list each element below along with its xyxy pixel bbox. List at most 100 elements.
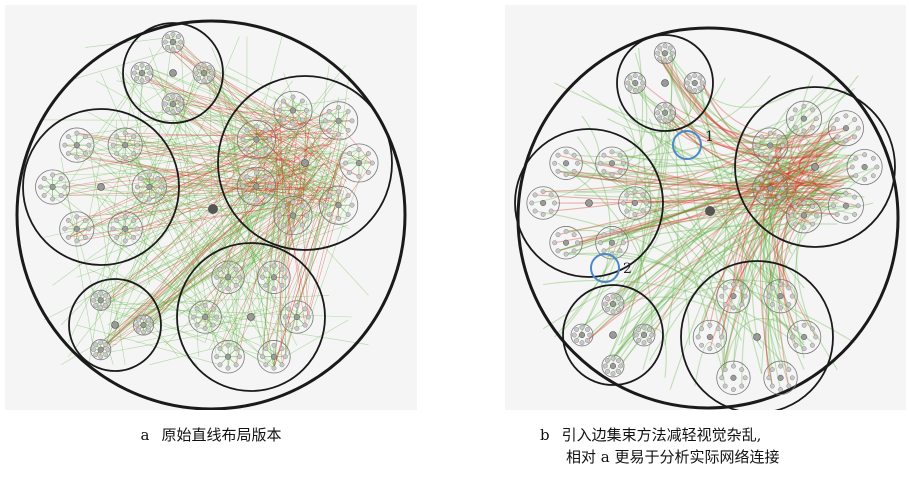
- leaf-node: [697, 75, 703, 81]
- sub-cluster-circle: [211, 260, 245, 294]
- hub-node: [609, 362, 617, 370]
- leaf-node: [615, 358, 621, 364]
- leaf-node: [114, 151, 120, 157]
- leaf-node: [356, 147, 362, 153]
- hub-node: [632, 79, 639, 87]
- leaf-node: [65, 234, 71, 240]
- leaf-node: [244, 193, 250, 199]
- leaf-node: [739, 367, 745, 372]
- leaf-node: [615, 306, 621, 312]
- leaf-node: [162, 39, 168, 45]
- leaf-node: [615, 296, 621, 302]
- leaf-node: [62, 142, 68, 148]
- leaf-node: [286, 322, 292, 328]
- leaf-node: [641, 340, 647, 346]
- marker-circle-2: [590, 253, 620, 283]
- leaf-node: [136, 317, 141, 323]
- leaf-node: [165, 34, 171, 40]
- leaf-node: [271, 286, 277, 292]
- sub-cluster-circle: [763, 279, 798, 314]
- leaf-node: [575, 240, 580, 246]
- leaf-node: [305, 314, 311, 320]
- hub-node: [730, 374, 737, 381]
- leaf-node: [730, 282, 736, 287]
- leaf-node: [801, 225, 807, 231]
- leaf-node: [649, 332, 655, 338]
- leaf-node: [610, 293, 616, 299]
- leaf-node: [609, 172, 615, 178]
- leaf-node: [786, 302, 792, 307]
- leaf-node: [759, 151, 765, 157]
- leaf-node: [93, 342, 99, 348]
- leaf-node: [610, 371, 616, 377]
- leaf-node: [769, 367, 775, 372]
- leaf-node: [98, 354, 104, 360]
- leaf-node: [122, 130, 128, 136]
- leaf-node: [529, 200, 535, 206]
- leaf-node: [283, 314, 288, 320]
- leaf-node: [356, 173, 362, 179]
- hub-node: [225, 274, 232, 281]
- hub-node: [777, 374, 784, 381]
- leaf-node: [810, 221, 816, 227]
- leaf-node: [555, 232, 561, 238]
- leaf-node: [175, 96, 181, 102]
- cluster-center-node: [609, 331, 617, 339]
- leaf-node: [742, 375, 748, 381]
- leaf-node: [722, 367, 728, 372]
- leaf-node: [122, 214, 128, 220]
- cluster-circle: [616, 34, 714, 132]
- leaf-node: [739, 302, 745, 307]
- sub-cluster-circle: [107, 127, 143, 163]
- hub-node: [270, 274, 277, 281]
- leaf-node: [244, 146, 250, 152]
- leaf-node: [759, 194, 765, 200]
- leaf-node: [618, 363, 624, 369]
- leaf-node: [707, 346, 713, 352]
- leaf-node: [852, 117, 858, 122]
- sub-cluster-circle: [131, 169, 167, 205]
- outer-boundary-circle: [15, 19, 407, 410]
- leaf-node: [253, 197, 259, 203]
- leaf-node: [662, 58, 668, 64]
- leaf-node: [165, 106, 171, 112]
- leaf-node: [303, 213, 309, 219]
- leaf-node: [277, 213, 283, 219]
- leaf-node: [302, 306, 308, 312]
- leaf-node: [345, 108, 351, 114]
- leaf-node: [131, 70, 137, 76]
- leaf-node: [767, 198, 773, 204]
- leaf-node: [233, 282, 239, 288]
- leaf-node: [343, 160, 348, 166]
- leaf-node: [605, 368, 611, 374]
- leaf-node: [615, 368, 621, 374]
- leaf-node: [294, 325, 300, 331]
- leaf-node: [202, 325, 208, 331]
- leaf-node: [165, 96, 171, 102]
- leaf-node: [175, 106, 181, 112]
- leaf-node: [267, 137, 273, 143]
- leaf-node: [281, 98, 286, 104]
- leaf-node: [93, 302, 99, 308]
- leaf-node: [286, 306, 292, 312]
- leaf-node: [263, 174, 269, 180]
- sub-cluster-circle: [827, 187, 864, 224]
- leaf-node: [225, 263, 231, 269]
- cluster-center-node: [111, 321, 119, 329]
- leaf-node: [598, 160, 603, 166]
- hub-node: [608, 239, 615, 246]
- sub-cluster-circle: [549, 226, 583, 260]
- marker-circle-1: [672, 130, 702, 160]
- leaf-node: [722, 285, 728, 291]
- hub-node: [608, 160, 615, 167]
- leaf-node: [136, 327, 141, 333]
- leaf-node: [605, 358, 611, 364]
- hub-node: [146, 183, 153, 191]
- leaf-node: [697, 85, 703, 91]
- leaf-node: [93, 292, 99, 298]
- leaf-node: [640, 192, 646, 198]
- sub-cluster-circle: [236, 166, 276, 206]
- sub-cluster-circle: [133, 314, 155, 336]
- sub-cluster-circle: [90, 289, 112, 311]
- leaf-node: [667, 56, 673, 61]
